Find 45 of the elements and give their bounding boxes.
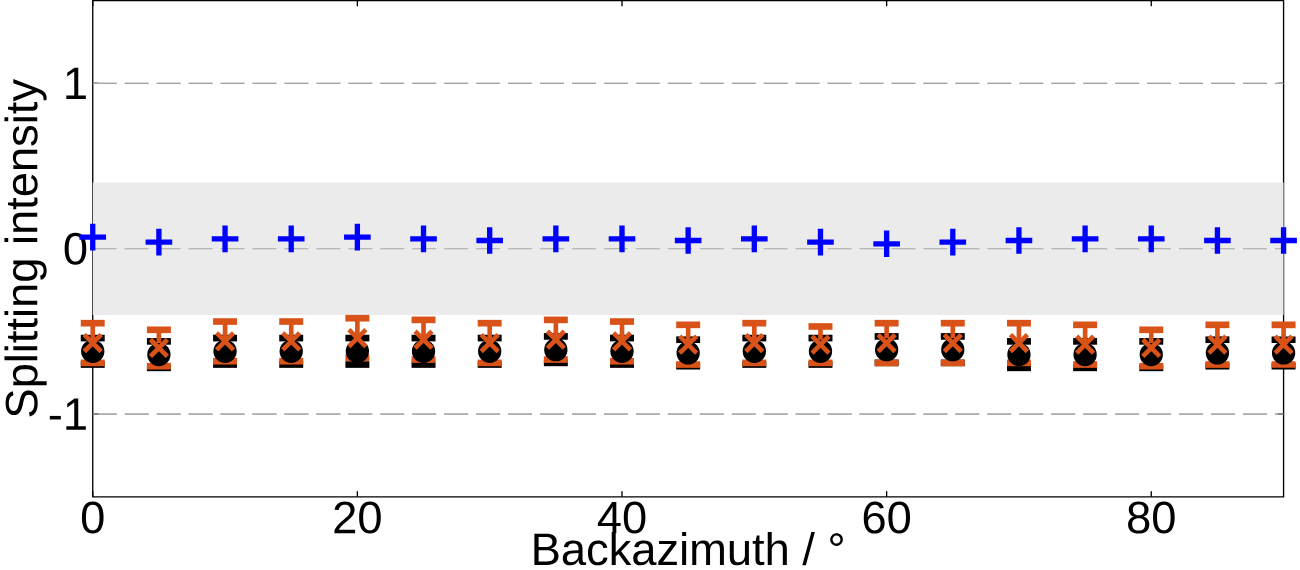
point xyxy=(344,223,371,251)
point xyxy=(674,227,702,254)
point xyxy=(1071,225,1099,253)
point xyxy=(1008,332,1030,354)
point xyxy=(412,329,435,351)
point xyxy=(741,225,768,253)
point xyxy=(542,225,570,253)
y-tick-label: 1 xyxy=(66,67,86,100)
point xyxy=(545,329,567,351)
point xyxy=(1204,227,1231,254)
point xyxy=(1272,333,1295,356)
point xyxy=(611,330,633,353)
x-tick-label: 20 xyxy=(334,501,381,534)
point xyxy=(873,230,900,258)
x-tick-label: 60 xyxy=(863,501,911,534)
x-axis-title: Backazimuth / ° xyxy=(534,532,843,566)
point xyxy=(211,225,239,253)
point xyxy=(478,332,501,354)
point xyxy=(1206,333,1229,356)
point xyxy=(743,332,766,354)
point xyxy=(346,327,369,349)
point xyxy=(1270,227,1297,254)
point xyxy=(280,330,303,353)
point xyxy=(941,332,964,354)
point xyxy=(145,228,173,256)
y-axis-title: Splitting intensity xyxy=(4,79,47,417)
point xyxy=(410,225,437,253)
point xyxy=(1140,337,1163,359)
point xyxy=(1074,333,1096,356)
point xyxy=(81,332,104,354)
point xyxy=(1137,225,1165,253)
x-tick-label: 80 xyxy=(1128,501,1175,534)
point xyxy=(277,225,305,253)
point xyxy=(148,337,170,359)
point xyxy=(476,227,503,254)
point xyxy=(809,333,832,356)
point xyxy=(214,330,236,353)
point xyxy=(939,228,967,256)
point xyxy=(875,332,898,354)
x-tick-label: 40 xyxy=(597,501,646,534)
point xyxy=(807,228,834,256)
point xyxy=(677,333,699,356)
point xyxy=(1005,227,1033,254)
y-tick-label: -1 xyxy=(49,398,86,430)
point xyxy=(608,225,636,253)
